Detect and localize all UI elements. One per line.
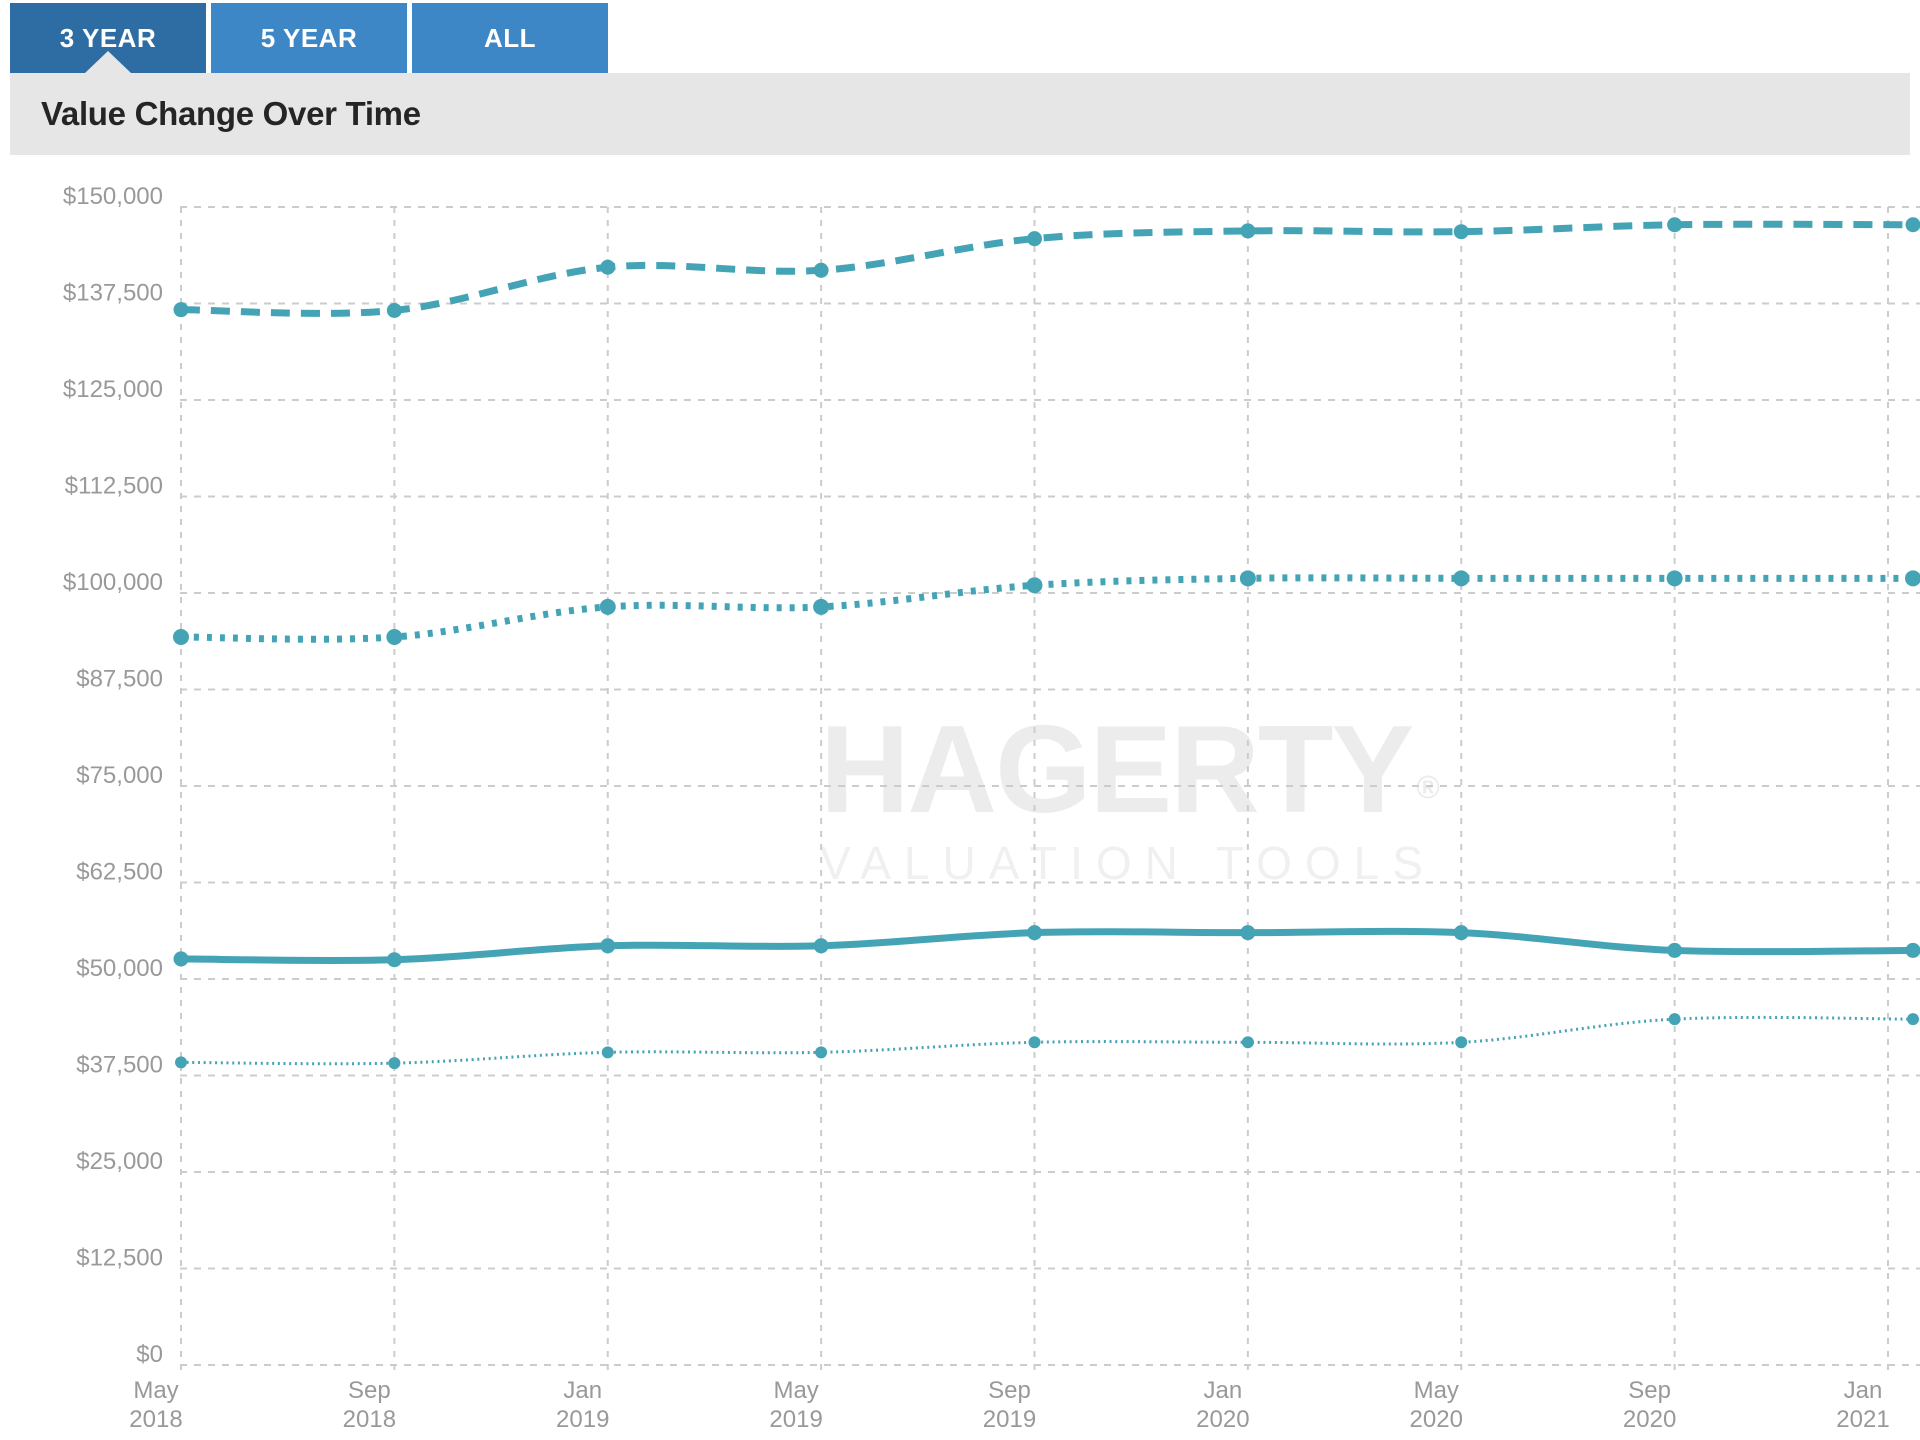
tab-all-label: ALL xyxy=(483,22,537,53)
data-point[interactable] xyxy=(813,262,829,278)
data-point[interactable] xyxy=(173,951,189,967)
data-point[interactable] xyxy=(1667,942,1683,958)
data-point[interactable] xyxy=(386,629,403,646)
tab-3-year-label: 3 YEAR xyxy=(59,22,157,53)
x-tick-label: Jan 2021 xyxy=(1836,1377,1889,1433)
series-1-line xyxy=(180,220,1914,317)
y-tick-label: $112,500 xyxy=(65,473,163,500)
chart-header: Value Change Over Time xyxy=(10,73,1910,155)
y-tick-label: $100,000 xyxy=(63,569,163,596)
series-1 xyxy=(173,217,1920,318)
y-tick-label: $0 xyxy=(136,1341,163,1368)
x-tick-label: Jan 2020 xyxy=(1196,1377,1249,1433)
x-tick-label: Sep 2019 xyxy=(983,1377,1036,1433)
y-tick-label: $25,000 xyxy=(76,1148,163,1175)
data-point[interactable] xyxy=(600,938,616,954)
x-tick-label: Jan 2019 xyxy=(556,1377,609,1433)
x-tick-label: Sep 2020 xyxy=(1623,1377,1676,1433)
active-tab-notch xyxy=(85,51,131,73)
data-point[interactable] xyxy=(1668,1013,1681,1026)
y-tick-label: $75,000 xyxy=(76,762,163,789)
data-point[interactable] xyxy=(175,1056,187,1069)
data-point[interactable] xyxy=(1453,224,1469,240)
data-point[interactable] xyxy=(1905,217,1920,233)
page-title: Value Change Over Time xyxy=(41,95,421,132)
series-3 xyxy=(173,925,1920,968)
data-point[interactable] xyxy=(1905,942,1920,958)
data-point[interactable] xyxy=(600,259,616,275)
data-point[interactable] xyxy=(815,1046,828,1059)
data-point[interactable] xyxy=(601,1046,614,1059)
gridlines xyxy=(180,206,1920,1373)
data-point[interactable] xyxy=(1239,570,1256,587)
tab-all[interactable]: ALL xyxy=(412,3,608,73)
y-tick-label: $150,000 xyxy=(63,183,163,210)
data-point[interactable] xyxy=(1027,231,1042,247)
x-tick-label: May 2018 xyxy=(129,1377,182,1433)
data-point[interactable] xyxy=(388,1057,401,1070)
x-axis-labels: May 2018 Sep 2018 Jan 2019 May 2019 Sep 2019 Jan 20… xyxy=(129,1377,1889,1433)
data-point[interactable] xyxy=(1240,223,1256,239)
y-tick-label: $12,500 xyxy=(76,1245,163,1272)
x-tick-label: May 2019 xyxy=(769,1377,822,1433)
data-point[interactable] xyxy=(599,598,616,615)
data-point[interactable] xyxy=(1453,925,1469,941)
period-tabs: 3 YEAR 5 YEAR ALL xyxy=(10,3,608,73)
data-point[interactable] xyxy=(1666,570,1683,587)
data-point[interactable] xyxy=(173,629,189,646)
data-point[interactable] xyxy=(1453,570,1470,587)
x-tick-label: Sep 2018 xyxy=(343,1377,396,1433)
data-point[interactable] xyxy=(1028,1036,1041,1049)
series-4-line xyxy=(180,1015,1914,1066)
data-point[interactable] xyxy=(386,952,402,968)
y-tick-label: $125,000 xyxy=(63,376,163,403)
y-tick-label: $50,000 xyxy=(76,955,163,982)
tab-5-year[interactable]: 5 YEAR xyxy=(211,3,407,73)
data-point[interactable] xyxy=(1027,925,1042,941)
y-axis-labels: $0 $12,500 $25,000 $37,500 $50,000 $62,500 $75… xyxy=(63,183,163,1368)
data-point[interactable] xyxy=(1240,925,1256,941)
data-point[interactable] xyxy=(1241,1036,1254,1049)
tab-5-year-label: 5 YEAR xyxy=(260,22,358,53)
data-point[interactable] xyxy=(1026,577,1043,594)
y-tick-label: $87,500 xyxy=(76,666,163,693)
x-tick-label: May 2020 xyxy=(1410,1377,1463,1433)
data-point[interactable] xyxy=(813,938,829,954)
data-point[interactable] xyxy=(386,302,402,318)
data-point[interactable] xyxy=(1667,217,1683,233)
tab-3-year[interactable]: 3 YEAR xyxy=(10,3,206,73)
y-tick-label: $37,500 xyxy=(76,1052,163,1079)
y-tick-label: $62,500 xyxy=(76,859,163,886)
data-point[interactable] xyxy=(1455,1036,1468,1049)
data-point[interactable] xyxy=(813,598,830,615)
data-point[interactable] xyxy=(173,302,189,318)
data-point[interactable] xyxy=(1905,570,1920,587)
series-2-line xyxy=(180,574,1913,643)
y-tick-label: $137,500 xyxy=(63,280,163,307)
series-4 xyxy=(175,1013,1919,1070)
data-point[interactable] xyxy=(1907,1013,1919,1026)
series-3-line xyxy=(180,927,1914,965)
series-2 xyxy=(173,570,1920,646)
